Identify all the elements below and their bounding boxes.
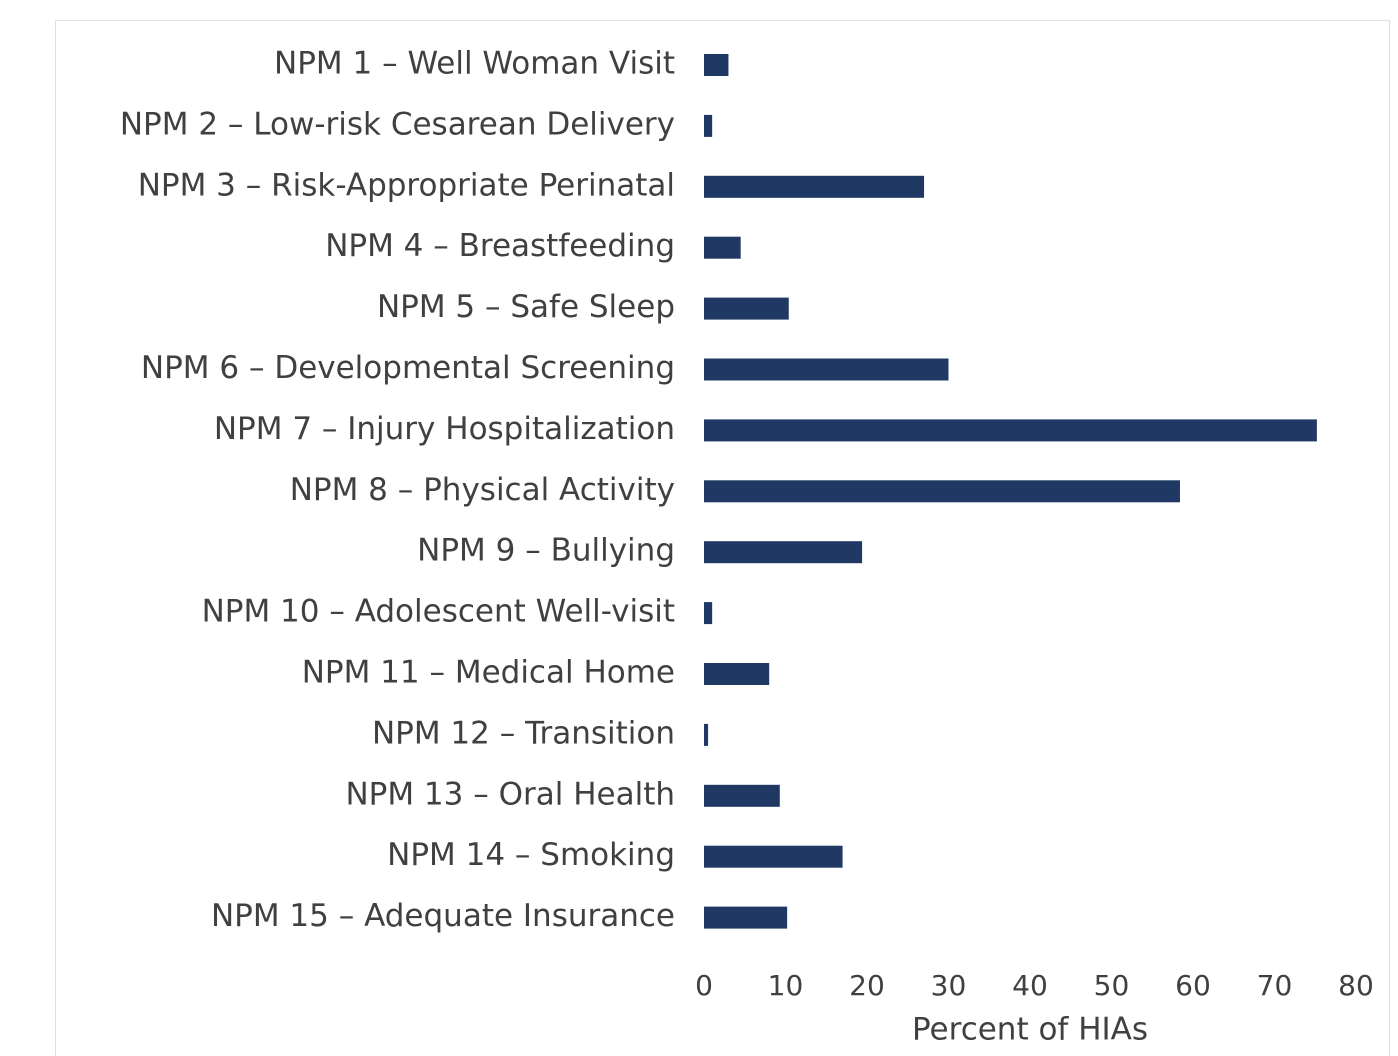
bar	[704, 297, 789, 320]
y-tick-label: NPM 4 – Breastfeeding	[325, 228, 675, 264]
bar	[704, 906, 788, 929]
bar	[704, 480, 1180, 503]
x-axis-title: Percent of HIAs	[912, 1012, 1148, 1048]
y-tick-label: NPM 15 – Adequate Insurance	[211, 898, 675, 934]
y-tick-label: NPM 9 – Bullying	[417, 533, 675, 569]
x-tick-label: 40	[1012, 969, 1048, 1002]
bar	[704, 541, 863, 564]
x-tick-label: 60	[1175, 969, 1211, 1002]
bar	[704, 236, 741, 259]
x-tick-label: 0	[695, 969, 713, 1002]
y-tick-label: NPM 2 – Low-risk Cesarean Delivery	[120, 106, 675, 142]
x-tick-label: 20	[849, 969, 885, 1002]
x-tick-label: 50	[1094, 969, 1130, 1002]
bar	[704, 114, 713, 137]
y-tick-label: NPM 5 – Safe Sleep	[377, 289, 675, 325]
y-tick-label: NPM 13 – Oral Health	[345, 776, 675, 812]
chart-frame	[55, 20, 1390, 1056]
y-tick-label: NPM 11 – Medical Home	[302, 655, 675, 691]
x-tick-label: 30	[931, 969, 967, 1002]
y-tick-label: NPM 3 – Risk-Appropriate Perinatal	[138, 167, 675, 203]
x-tick-label: 80	[1338, 969, 1374, 1002]
bar	[704, 54, 729, 76]
y-tick-label: NPM 6 – Developmental Screening	[141, 350, 675, 386]
y-tick-label: NPM 1 – Well Woman Visit	[274, 46, 675, 82]
x-tick-label: 70	[1257, 969, 1293, 1002]
y-tick-label: NPM 10 – Adolescent Well-visit	[202, 594, 675, 630]
bar	[704, 602, 713, 625]
y-tick-label: NPM 14 – Smoking	[387, 837, 675, 873]
y-tick-label: NPM 7 – Injury Hospitalization	[214, 411, 675, 447]
bar	[704, 723, 709, 746]
y-tick-label: NPM 12 – Transition	[372, 715, 675, 751]
bar	[704, 175, 925, 198]
bar	[704, 784, 780, 807]
bar	[704, 419, 1317, 442]
bar	[704, 845, 843, 868]
bar	[704, 663, 770, 685]
y-tick-label: NPM 8 – Physical Activity	[290, 472, 675, 508]
bar	[704, 358, 949, 381]
x-tick-label: 10	[768, 969, 804, 1002]
